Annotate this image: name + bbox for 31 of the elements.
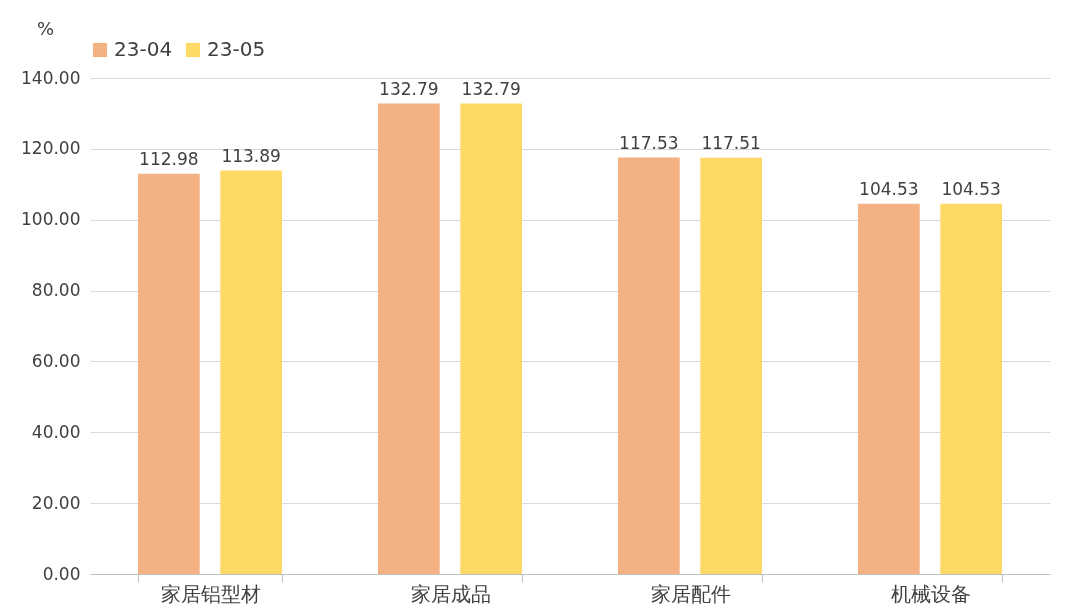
y-tick-label: 0.00	[42, 563, 81, 584]
bar	[858, 203, 920, 574]
y-tick-label: 40.00	[31, 421, 81, 442]
x-tick-label: 机械设备	[890, 581, 971, 606]
bar	[700, 157, 762, 574]
legend-label: 23-04	[114, 37, 173, 61]
bar	[460, 103, 522, 574]
bar	[378, 103, 440, 574]
bar	[138, 173, 200, 574]
legend-label: 23-05	[207, 37, 266, 61]
bar	[618, 157, 680, 574]
data-label: 104.53	[859, 178, 919, 199]
y-tick-label: 140.00	[21, 67, 81, 88]
x-tick-label: 家居配件	[650, 581, 731, 606]
data-label: 117.51	[701, 132, 761, 153]
data-label: 113.89	[221, 145, 281, 166]
x-tick-label: 家居成品	[410, 581, 491, 606]
data-label: 132.79	[461, 78, 521, 99]
bar	[940, 203, 1002, 574]
y-tick-label: 120.00	[21, 138, 81, 159]
y-axis-title: %	[36, 17, 55, 39]
x-tick-label: 家居铝型材	[160, 581, 261, 606]
data-label: 112.98	[139, 148, 199, 169]
y-tick-label: 80.00	[31, 280, 81, 301]
data-label: 104.53	[941, 178, 1001, 199]
data-label: 132.79	[379, 78, 439, 99]
data-label: 117.53	[619, 132, 679, 153]
y-tick-label: 100.00	[21, 209, 81, 230]
y-tick-label: 60.00	[31, 350, 81, 371]
y-tick-label: 20.00	[31, 492, 81, 513]
bar	[220, 170, 282, 574]
